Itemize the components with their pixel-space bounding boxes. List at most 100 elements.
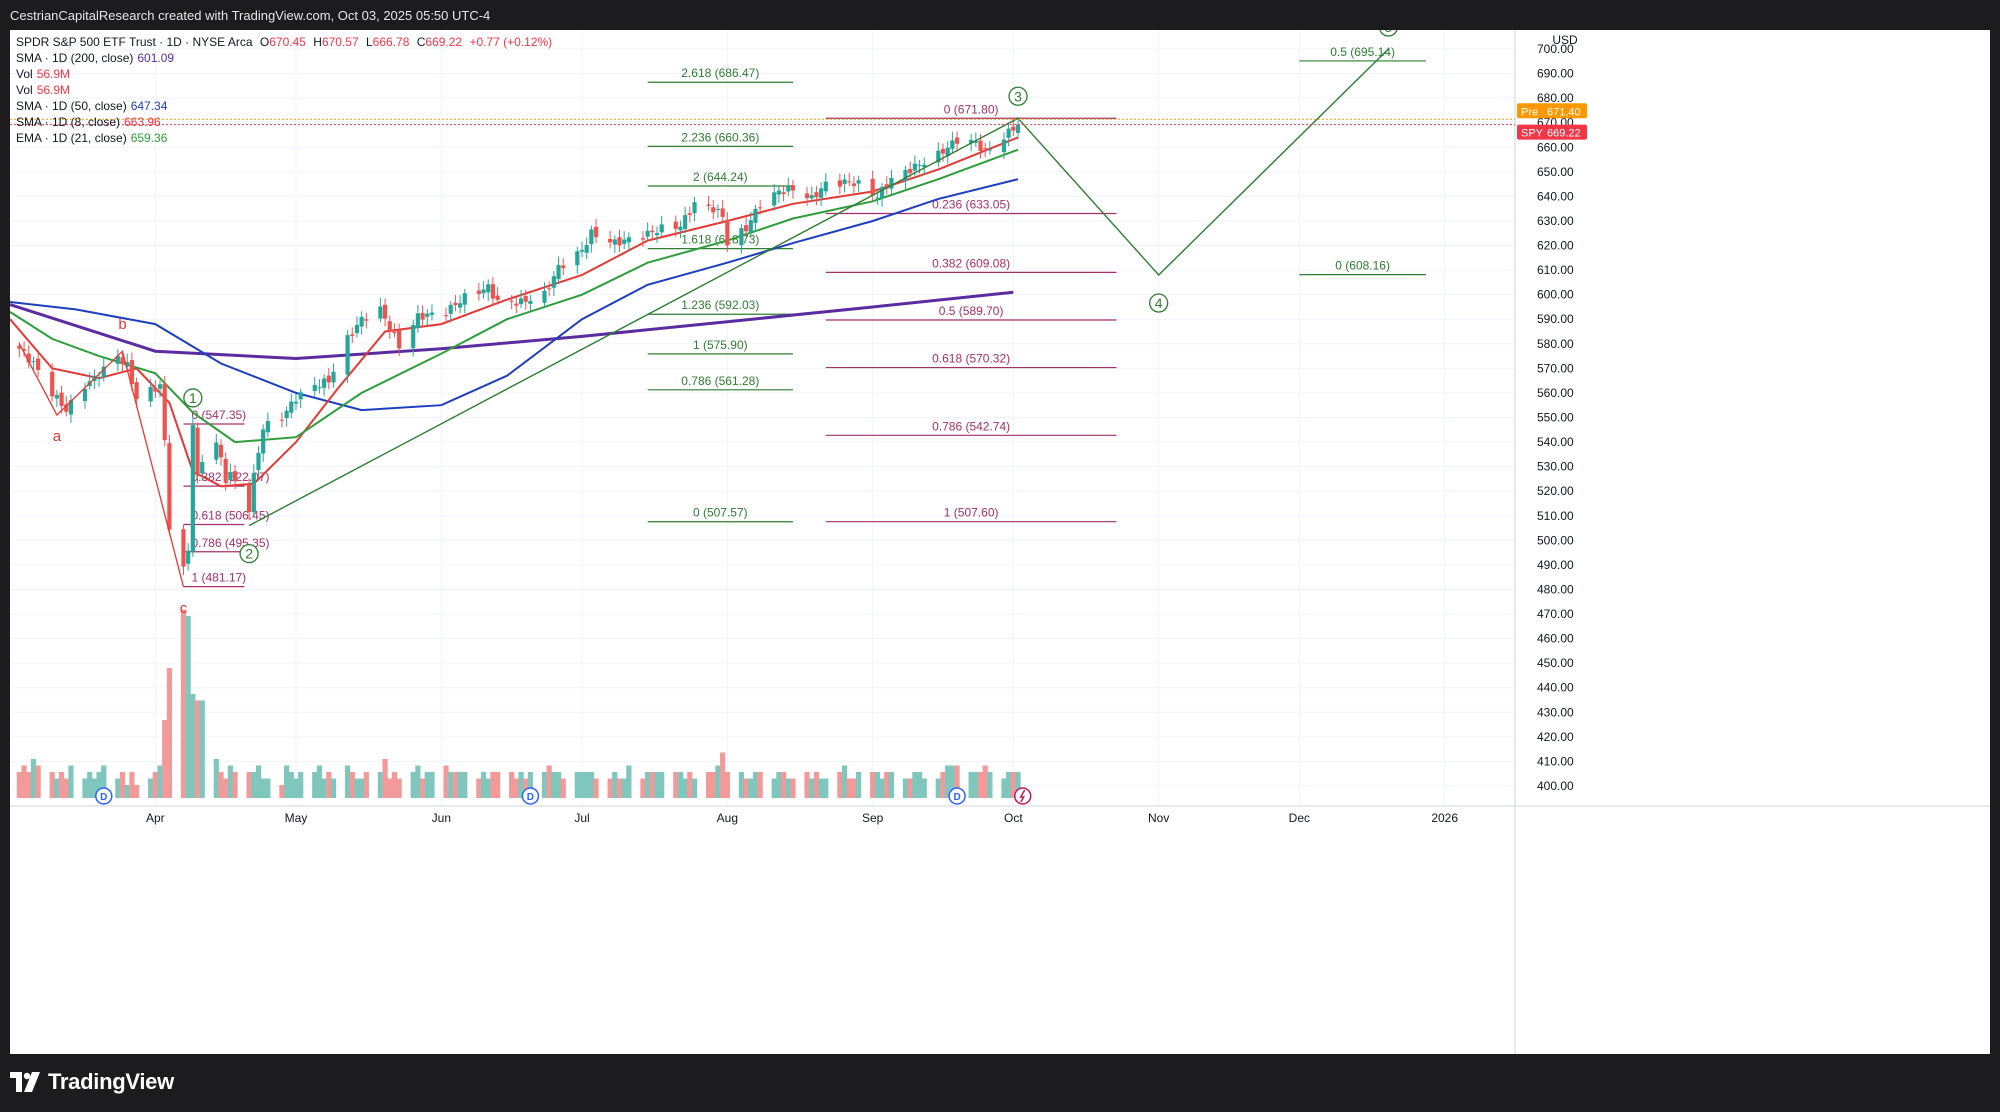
candle-body <box>575 251 580 266</box>
volume-bar <box>682 778 688 798</box>
candle-body <box>715 208 721 210</box>
fib-level-label: 0 (547.35) <box>191 408 246 422</box>
premarket-badge-label: Pre <box>1521 106 1538 118</box>
dividend-marker-label: D <box>100 792 107 803</box>
volume-bar <box>982 765 988 798</box>
y-tick-label: 440.00 <box>1537 681 1574 695</box>
price-chart[interactable]: 2.618 (686.47) 2.236 (660.36) 2 (644.24) 1.… <box>10 30 1990 1054</box>
candle-body <box>26 353 31 363</box>
volume-bar <box>377 772 383 798</box>
wave-label-circle <box>1379 30 1398 37</box>
legend-indicator-row[interactable]: EMA · 1D (21, close) 659.36 <box>16 130 552 146</box>
y-tick-label: 610.00 <box>1537 263 1574 277</box>
candle-body <box>322 378 327 388</box>
y-tick-label: 470.00 <box>1537 607 1574 621</box>
volume-bar <box>326 772 332 798</box>
candle-body <box>940 148 946 154</box>
candle-body <box>870 178 875 196</box>
volume-bar <box>612 772 618 798</box>
fib-level-label: 0.786 (495.35) <box>191 536 269 550</box>
legend-indicator-row[interactable]: SMA · 1D (8, close) 663.96 <box>16 114 552 130</box>
wave-label-circle <box>1008 86 1028 106</box>
chart-legend: SPDR S&P 500 ETF Trust · 1D · NYSE Arca … <box>16 34 552 146</box>
candle-body <box>842 179 847 185</box>
candle-body <box>551 276 556 288</box>
candle-body <box>706 204 711 206</box>
volume-bar <box>738 772 745 798</box>
candle-body <box>331 371 336 383</box>
legend-indicator-row[interactable]: SMA · 1D (200, close) 601.09 <box>16 50 552 66</box>
y-tick-label: 680.00 <box>1537 91 1574 105</box>
candle-body <box>411 325 416 349</box>
candle-body <box>387 321 392 331</box>
candle-body <box>978 140 983 151</box>
candle-body <box>758 207 763 209</box>
volume-bar <box>626 765 632 798</box>
candle-body <box>584 245 589 253</box>
candle-body <box>64 404 69 412</box>
candle-body <box>772 192 777 206</box>
wave-label: b <box>118 316 126 333</box>
candle-body <box>326 375 331 383</box>
candle-body <box>397 330 402 349</box>
volume-bar <box>452 772 459 798</box>
candle-body <box>167 443 172 530</box>
candle-body <box>561 265 566 269</box>
tradingview-logo[interactable]: TradingView <box>10 1069 174 1095</box>
indicator-value: 647.34 <box>130 99 168 113</box>
moving-average-line <box>10 290 1014 361</box>
candle-body <box>1006 128 1011 138</box>
wave-label: 3 <box>1014 88 1022 104</box>
fib-level-label: 0.382 (609.08) <box>932 256 1010 270</box>
candle-body <box>847 181 852 183</box>
volume-bar <box>523 778 529 798</box>
indicator-label: SMA · 1D (8, close) <box>16 115 121 129</box>
y-tick-label: 430.00 <box>1537 705 1574 719</box>
candle-body <box>683 215 688 229</box>
legend-indicator-row[interactable]: SMA · 1D (50, close) 647.34 <box>16 98 552 114</box>
candle-body <box>753 209 758 223</box>
currency-label: USD <box>1552 33 1578 47</box>
wave-label-circle <box>239 543 259 564</box>
last-price-badge <box>1517 124 1587 140</box>
dividend-marker-label: D <box>953 792 960 803</box>
candle-body <box>359 316 364 327</box>
legend-indicator-row[interactable]: Vol 56.9M <box>16 66 552 82</box>
candle-body <box>725 219 730 246</box>
fib-level-label: 1 (481.17) <box>191 571 246 585</box>
volume-bar <box>645 772 651 798</box>
candle-body <box>547 288 552 290</box>
lightning-icon <box>1019 789 1026 803</box>
candle-body <box>687 213 692 215</box>
volume-bar <box>180 609 187 798</box>
candle-body <box>190 425 195 552</box>
y-tick-label: 490.00 <box>1537 558 1574 572</box>
volume-bar <box>560 778 566 798</box>
volume-bar <box>935 778 941 798</box>
volume-bar <box>879 778 885 798</box>
candle-body <box>181 529 186 567</box>
candle-body <box>59 392 64 406</box>
y-tick-label: 410.00 <box>1537 754 1574 768</box>
brand-name: TradingView <box>48 1069 174 1094</box>
low-value: 666.78 <box>372 35 410 49</box>
premarket-badge <box>1517 103 1587 119</box>
candle-body <box>481 289 486 294</box>
candle-body <box>345 335 350 375</box>
candle-body <box>443 315 449 317</box>
fib-level-label: 1 (507.60) <box>944 506 999 520</box>
volume-bar <box>720 752 726 798</box>
candle-body <box>692 202 697 214</box>
candle-body <box>1011 126 1016 131</box>
volume-bar <box>579 772 585 798</box>
y-tick-label: 400.00 <box>1537 779 1574 793</box>
legend-indicator-row[interactable]: Vol 56.9M <box>16 82 552 98</box>
volume-bar <box>199 700 205 798</box>
candle-body <box>453 302 458 306</box>
chart-panel[interactable]: 2.618 (686.47) 2.236 (660.36) 2 (644.24) 1.… <box>10 30 1990 1054</box>
volume-bar <box>63 778 69 798</box>
volume-bar <box>68 765 74 798</box>
candle-body <box>790 185 796 191</box>
x-tick-label: Aug <box>717 811 738 825</box>
candle-body <box>462 293 467 305</box>
